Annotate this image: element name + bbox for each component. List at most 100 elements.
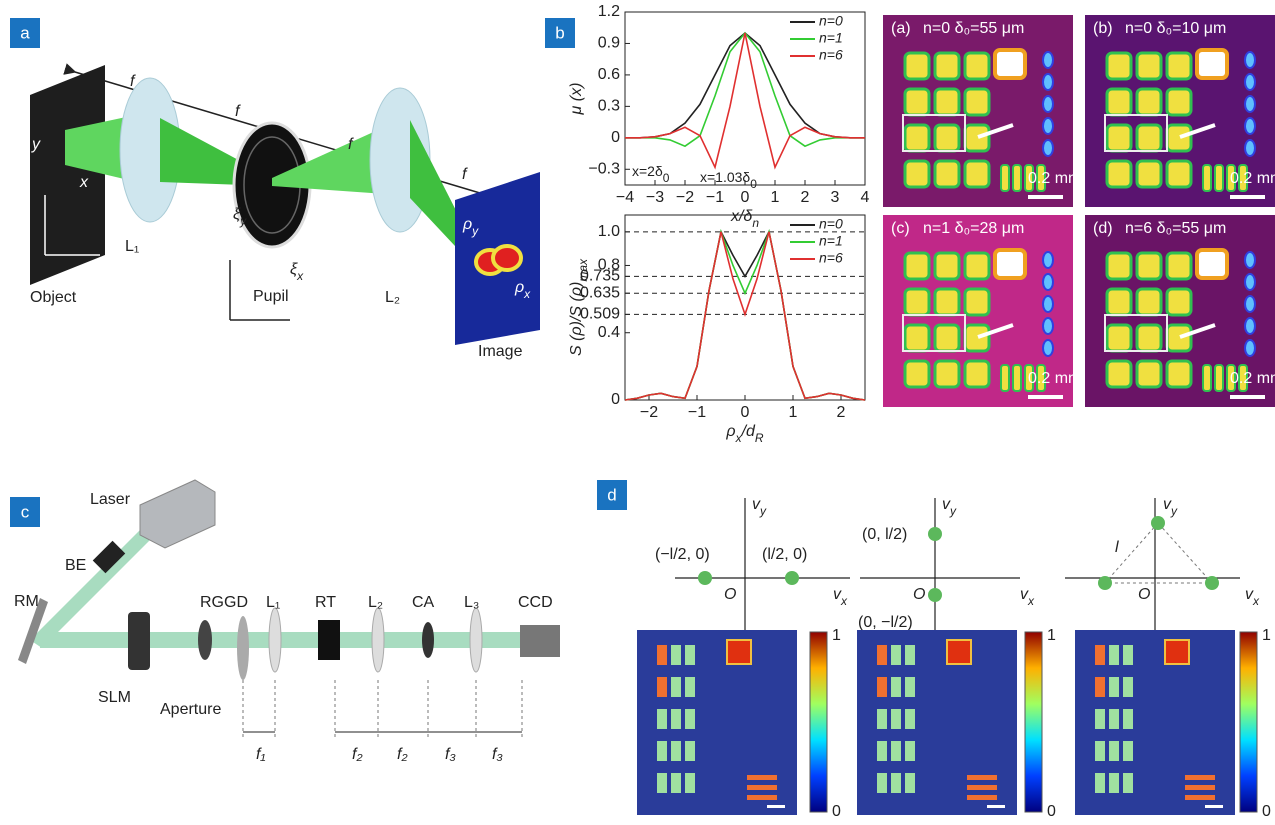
- x-tick-label: 1: [771, 189, 780, 206]
- blob: [1043, 52, 1053, 68]
- blob: [1245, 340, 1255, 356]
- focal-label: f₂: [397, 746, 408, 763]
- component-label: RT: [315, 594, 336, 611]
- blob: [965, 253, 989, 279]
- legend-label: n=6: [819, 47, 843, 63]
- object-plane: [30, 65, 105, 285]
- text-part: /d: [741, 423, 756, 440]
- diffuser: [237, 616, 249, 680]
- blob: [1245, 296, 1255, 312]
- blob: [1197, 50, 1227, 78]
- figure: a b c d f f f f y x Object L₁ ξy ξx Pupi…: [0, 0, 1275, 825]
- bar-group: [891, 709, 901, 729]
- focal-label: f: [462, 166, 468, 183]
- component-label: L₁: [266, 594, 280, 611]
- heatmap: (b)n=0 δ₀=10 μm0.2 mm: [1085, 15, 1275, 207]
- blob: [965, 89, 989, 115]
- blob: [1137, 361, 1161, 387]
- bar-group: [1109, 645, 1119, 665]
- image-tag: (a): [891, 20, 911, 37]
- blob: [1137, 125, 1161, 151]
- side-label: l: [1115, 539, 1119, 556]
- blob: [1107, 361, 1131, 387]
- y-tick-label: 0.6: [598, 66, 620, 83]
- annotation: x=2δ0: [632, 163, 670, 185]
- blob: [1107, 325, 1131, 351]
- blob: [1043, 318, 1053, 334]
- blob: [1167, 161, 1191, 187]
- component-label: Laser: [90, 491, 131, 508]
- image-spot: [493, 246, 521, 270]
- blob: [995, 250, 1025, 278]
- blob: [1167, 361, 1191, 387]
- image-tag: (d): [1093, 220, 1113, 237]
- y-tick-label: 1.2: [598, 3, 620, 20]
- axis-label: vy: [752, 496, 767, 518]
- scale-bar: [1028, 395, 1063, 399]
- axis-label: vx: [1245, 586, 1260, 608]
- blob: [905, 325, 929, 351]
- panel-label: d: [607, 485, 616, 504]
- focal-label: f₂: [352, 746, 363, 763]
- blob: [935, 253, 959, 279]
- blob: [905, 89, 929, 115]
- y-tick-label: 1.0: [598, 223, 620, 240]
- subscript: y: [949, 504, 957, 518]
- blob: [1167, 125, 1191, 151]
- blob: [1043, 140, 1053, 156]
- annotation: x=1.03δ0: [700, 169, 757, 191]
- subscript: x: [1252, 594, 1260, 608]
- bar: [967, 785, 997, 790]
- scale-bar: [1230, 395, 1265, 399]
- blob: [1203, 165, 1211, 191]
- bar-group: [685, 677, 695, 697]
- subscript: y: [759, 504, 767, 518]
- blob: [1043, 296, 1053, 312]
- blob: [935, 161, 959, 187]
- blob: [1043, 274, 1053, 290]
- blob: [1107, 253, 1131, 279]
- blob: [1245, 252, 1255, 268]
- blob: [965, 289, 989, 315]
- bar: [1185, 795, 1215, 800]
- colorbar-max: 1: [1047, 627, 1056, 644]
- blob: [965, 53, 989, 79]
- y-tick-label: 0.8: [598, 257, 620, 274]
- panel-c: Laser BE RM SLM Aperture RGGD L₁ RT L₂ C…: [14, 480, 560, 763]
- aperture: [422, 622, 434, 658]
- bar-group: [1123, 645, 1133, 665]
- scale-label: 0.2 mm: [1230, 370, 1275, 387]
- colorbar-max: 1: [832, 627, 841, 644]
- point: [785, 571, 799, 585]
- image-title: n=6 δ₀=55 μm: [1125, 220, 1226, 237]
- text-part: S (ρ)/S (ρ): [568, 282, 585, 356]
- x-axis-label: ρx/dR: [725, 423, 764, 445]
- bar: [747, 795, 777, 800]
- bar-group: [685, 645, 695, 665]
- blob: [1001, 165, 1009, 191]
- bar-group: [1109, 741, 1119, 761]
- subscript: 0: [750, 177, 757, 191]
- blob: [935, 53, 959, 79]
- blob: [1137, 325, 1161, 351]
- bar-group: [877, 741, 887, 761]
- resolution-image: 10: [1075, 627, 1271, 820]
- blob: [1001, 365, 1009, 391]
- guides: [243, 680, 522, 740]
- pupil-label: Pupil: [253, 288, 289, 305]
- bar-group: [905, 773, 915, 793]
- aperture: [198, 620, 212, 660]
- blob: [995, 50, 1025, 78]
- blob: [1137, 161, 1161, 187]
- subscript: n: [752, 216, 759, 230]
- bar-group: [685, 741, 695, 761]
- lens: [372, 608, 384, 672]
- bar: [967, 775, 997, 780]
- blob: [905, 289, 929, 315]
- image-tag: (b): [1093, 20, 1113, 37]
- blob: [935, 325, 959, 351]
- ccd: [520, 625, 560, 657]
- blob: [965, 161, 989, 187]
- origin: O: [724, 586, 736, 603]
- y-tick-label: 0.509: [580, 306, 620, 323]
